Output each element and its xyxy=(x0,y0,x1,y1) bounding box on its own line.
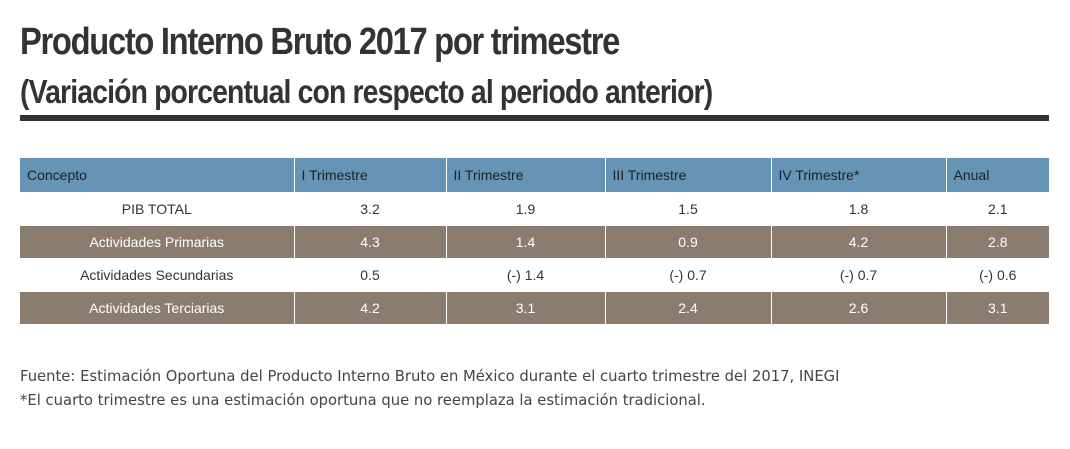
table-cell: 1.5 xyxy=(604,192,771,226)
table-cell: (-) 0.7 xyxy=(770,258,946,292)
table-header-row: Concepto I Trimestre II Trimestre III Tr… xyxy=(20,158,1049,193)
header-iii-trimestre: III Trimestre xyxy=(604,158,771,193)
table-cell: (-) 0.6 xyxy=(945,258,1049,292)
table-cell: (-) 1.4 xyxy=(445,258,605,292)
row-label: Actividades Secundarias xyxy=(20,258,294,292)
table-cell: 4.2 xyxy=(770,225,946,259)
footnotes: Fuente: Estimación Oportuna del Producto… xyxy=(20,364,852,412)
gdp-table: Concepto I Trimestre II Trimestre III Tr… xyxy=(20,158,1049,324)
estimate-note: *El cuarto trimestre es una estimación o… xyxy=(20,391,706,409)
header-anual: Anual xyxy=(945,158,1049,193)
header-iv-trimestre: IV Trimestre* xyxy=(770,158,946,193)
table-cell: 2.4 xyxy=(604,291,771,324)
table-cell: 3.2 xyxy=(293,192,446,226)
row-label: Actividades Primarias xyxy=(20,225,294,259)
table-cell: 0.9 xyxy=(604,225,771,259)
table-cell: 4.3 xyxy=(293,225,446,259)
page-title: Producto Interno Bruto 2017 por trimestr… xyxy=(20,21,620,63)
table-row-actividades-primarias: Actividades Primarias 4.3 1.4 0.9 4.2 2.… xyxy=(20,225,1049,259)
table-cell: (-) 0.7 xyxy=(604,258,771,292)
row-label: PIB TOTAL xyxy=(20,192,294,226)
table-cell: 4.2 xyxy=(293,291,446,324)
header-ii-trimestre: II Trimestre xyxy=(445,158,605,193)
table-cell: 1.9 xyxy=(445,192,605,226)
title-divider xyxy=(20,115,1049,121)
table-row-actividades-terciarias: Actividades Terciarias 4.2 3.1 2.4 2.6 3… xyxy=(20,291,1049,324)
table-cell: 2.1 xyxy=(945,192,1049,226)
row-label: Actividades Terciarias xyxy=(20,291,294,324)
table-cell: 3.1 xyxy=(445,291,605,324)
table-cell: 1.4 xyxy=(445,225,605,259)
source-note: Fuente: Estimación Oportuna del Producto… xyxy=(20,367,840,385)
header-i-trimestre: I Trimestre xyxy=(293,158,446,193)
table-cell: 2.6 xyxy=(770,291,946,324)
page-subtitle: (Variación porcentual con respecto al pe… xyxy=(20,73,713,110)
table-row-actividades-secundarias: Actividades Secundarias 0.5 (-) 1.4 (-) … xyxy=(20,258,1049,292)
header-concepto: Concepto xyxy=(20,158,294,193)
table-cell: 3.1 xyxy=(945,291,1049,324)
table-row-pib-total: PIB TOTAL 3.2 1.9 1.5 1.8 2.1 xyxy=(20,192,1049,226)
table-cell: 0.5 xyxy=(293,258,446,292)
table-cell: 2.8 xyxy=(945,225,1049,259)
table-cell: 1.8 xyxy=(770,192,946,226)
